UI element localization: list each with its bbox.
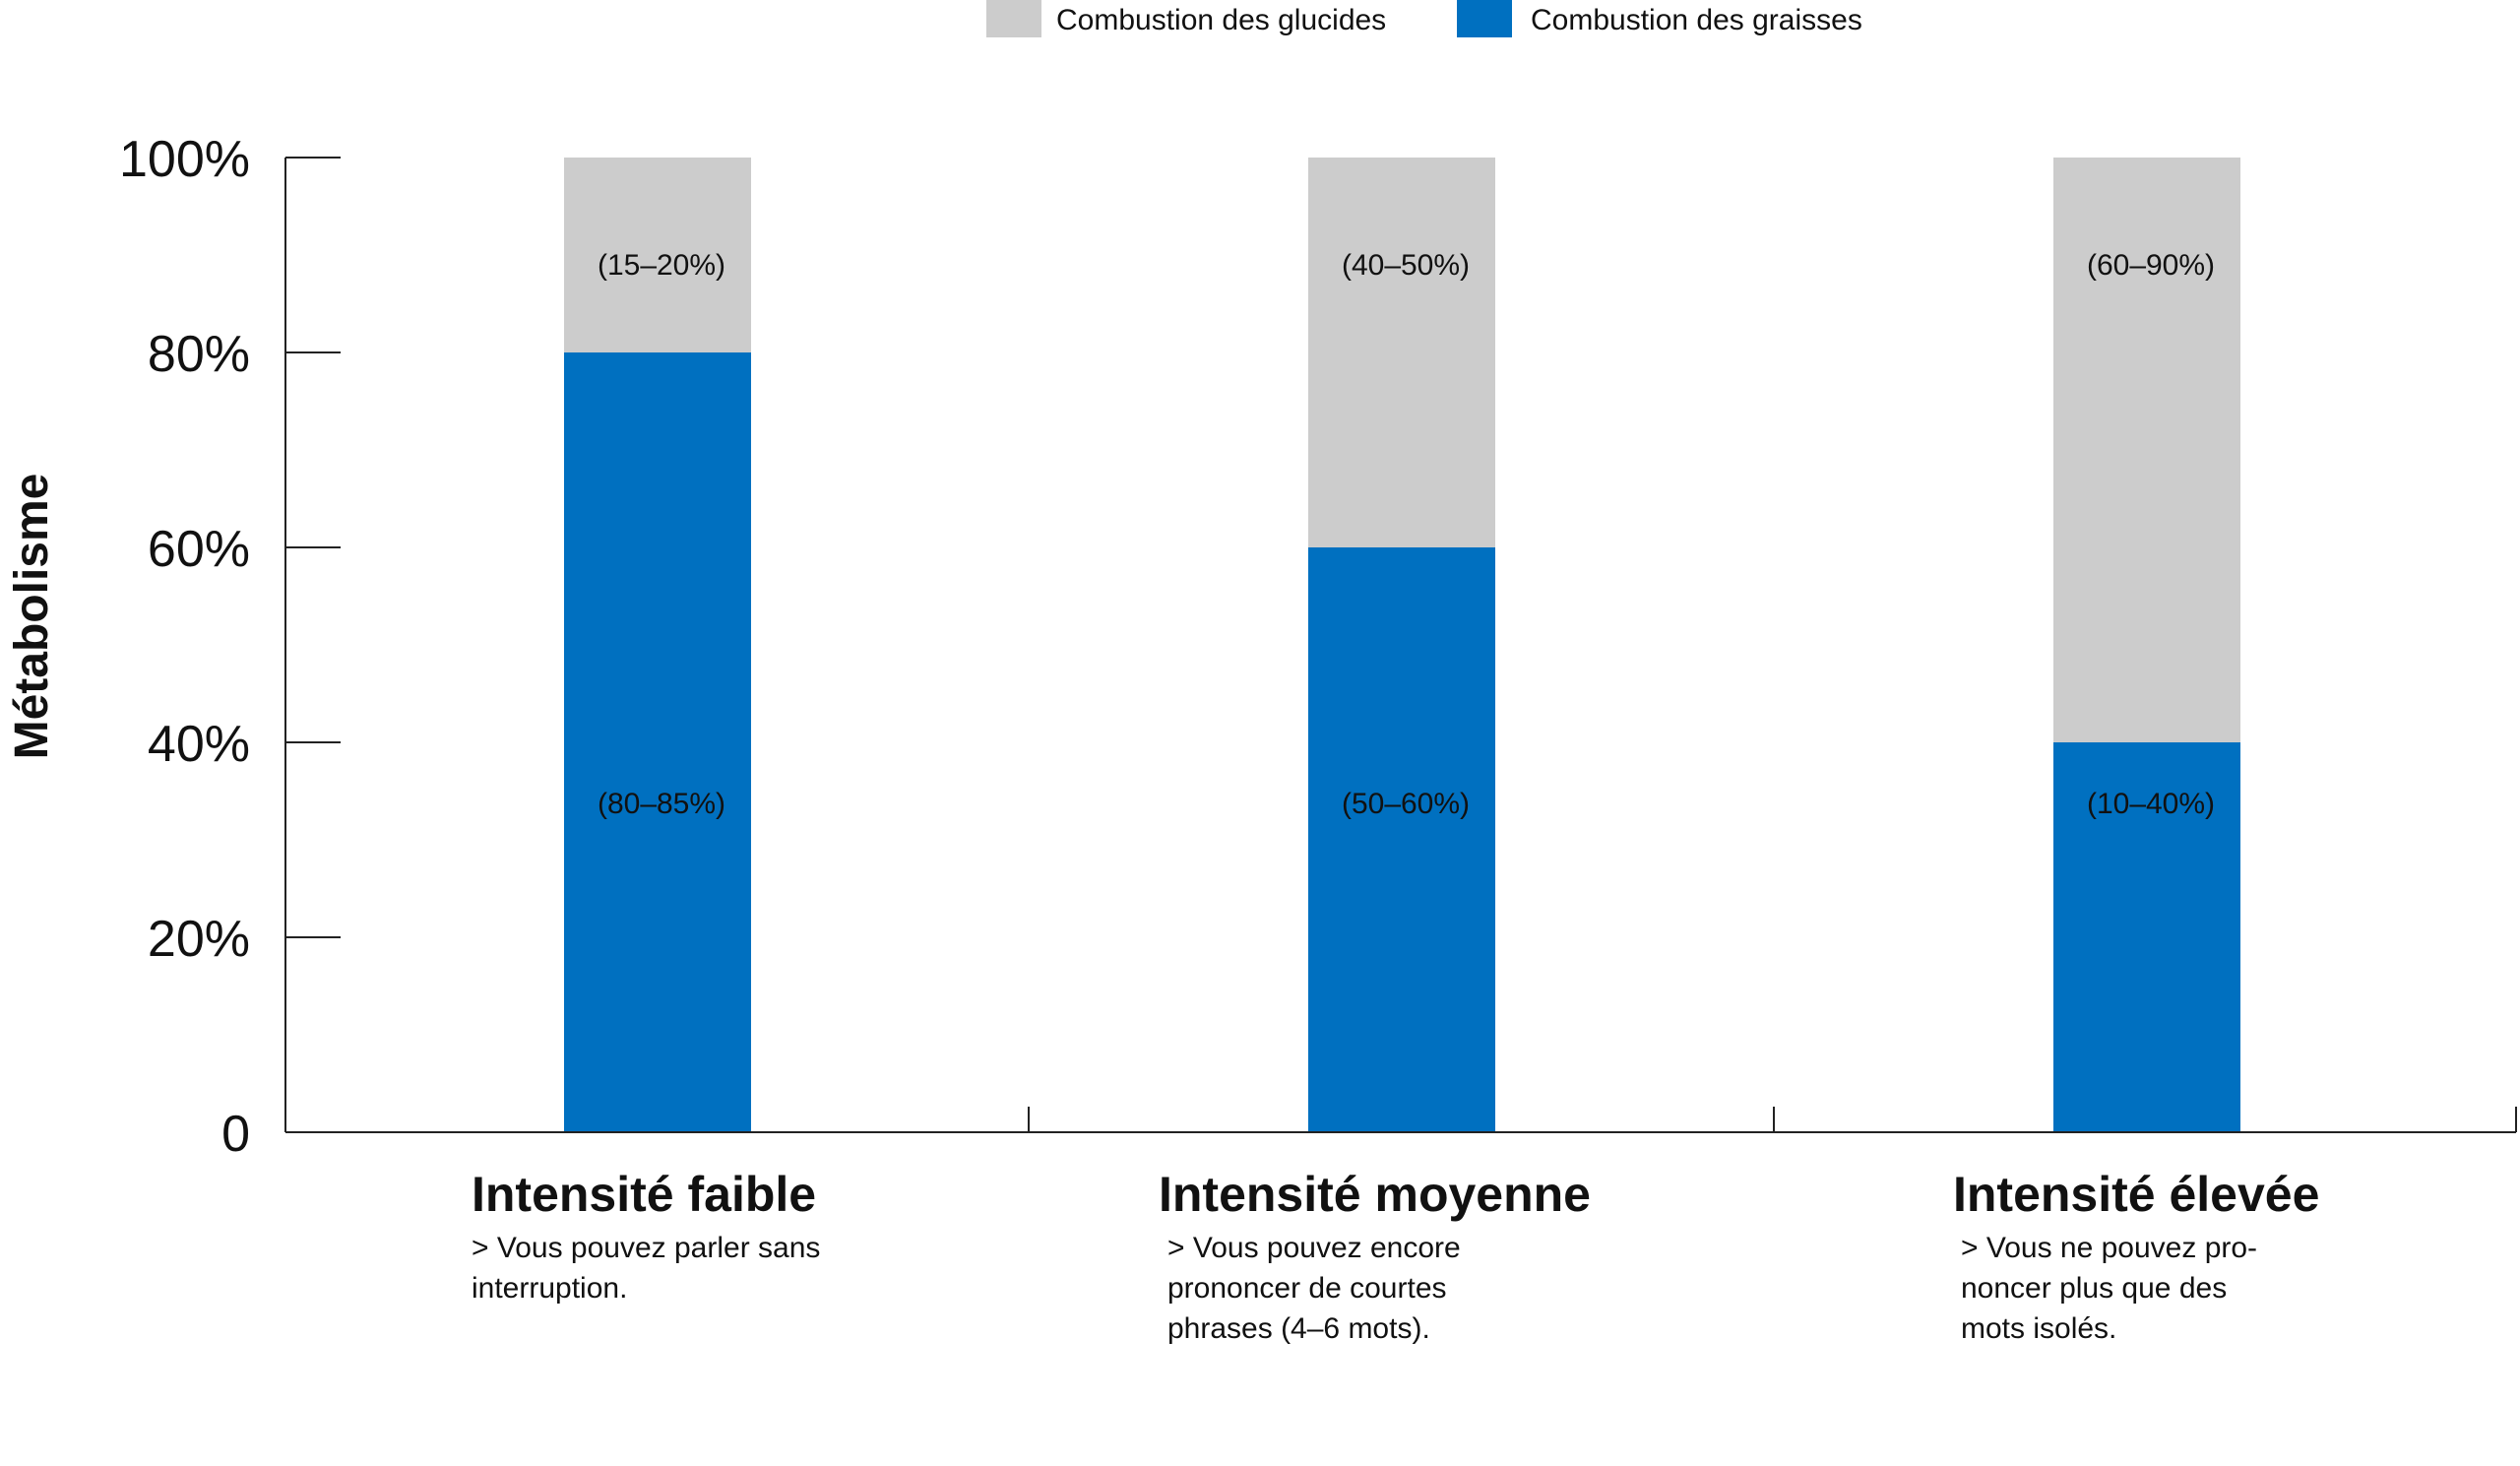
category-description: > Vous pouvez encore prononcer de courtes… [1167, 1228, 1591, 1349]
x-category-title: Intensité faible [472, 1167, 817, 1222]
category-description-line: prononcer de courtes [1167, 1272, 1447, 1305]
y-tick-label: 0 [221, 1106, 250, 1163]
legend-label: Combustion des graisses [1531, 4, 1862, 36]
legend-label: Combustion des glucides [1056, 4, 1386, 36]
y-tick-label: 40% [148, 716, 250, 773]
category-description: > Vous ne pouvez pro-noncer plus que des… [1961, 1228, 2319, 1349]
y-tick-label: 20% [148, 911, 250, 968]
y-axis-title: Métabolisme [6, 474, 58, 760]
legend-swatch [1457, 0, 1512, 37]
category-description-line: interruption. [472, 1272, 628, 1305]
category-description-line: > Vous pouvez encore [1167, 1232, 1461, 1264]
bar-fat-burning [2053, 742, 2240, 1132]
category-block: Intensité moyenne > Vous pouvez encore pro… [1159, 1168, 1591, 1349]
bar-fat-burning [564, 352, 751, 1132]
category-description-line: mots isolés. [1961, 1312, 2117, 1345]
bar-value-label: (40–50%) [1342, 249, 1470, 282]
category-block: Intensité faible > Vous pouvez parler san… [472, 1168, 820, 1308]
category-description-line: > Vous ne pouvez pro- [1961, 1232, 2258, 1264]
bar-value-label: (15–20%) [598, 249, 725, 282]
bar-carb-burning [1308, 158, 1495, 547]
category-block: Intensité élevée > Vous ne pouvez pro-non… [1953, 1168, 2319, 1349]
category-description-line: phrases (4–6 mots). [1167, 1312, 1430, 1345]
bar-value-label: (60–90%) [2087, 249, 2215, 282]
y-tick-label: 60% [148, 521, 250, 578]
category-description-line: > Vous pouvez parler sans [472, 1232, 821, 1264]
y-tick-label: 100% [119, 131, 250, 188]
category-description-line: noncer plus que des [1961, 1272, 2228, 1305]
y-tick-label: 80% [148, 326, 250, 383]
x-category-title: Intensité moyenne [1159, 1167, 1591, 1222]
category-description: > Vous pouvez parler sans interruption. [472, 1228, 820, 1308]
legend-swatch [986, 0, 1041, 37]
bar-value-label: (80–85%) [598, 788, 725, 820]
bar-carb-burning [2053, 158, 2240, 742]
bar-carb-burning [564, 158, 751, 352]
bar-fat-burning [1308, 547, 1495, 1132]
x-category-title: Intensité élevée [1953, 1167, 2320, 1222]
bar-value-label: (50–60%) [1342, 788, 1470, 820]
bar-value-label: (10–40%) [2087, 788, 2215, 820]
